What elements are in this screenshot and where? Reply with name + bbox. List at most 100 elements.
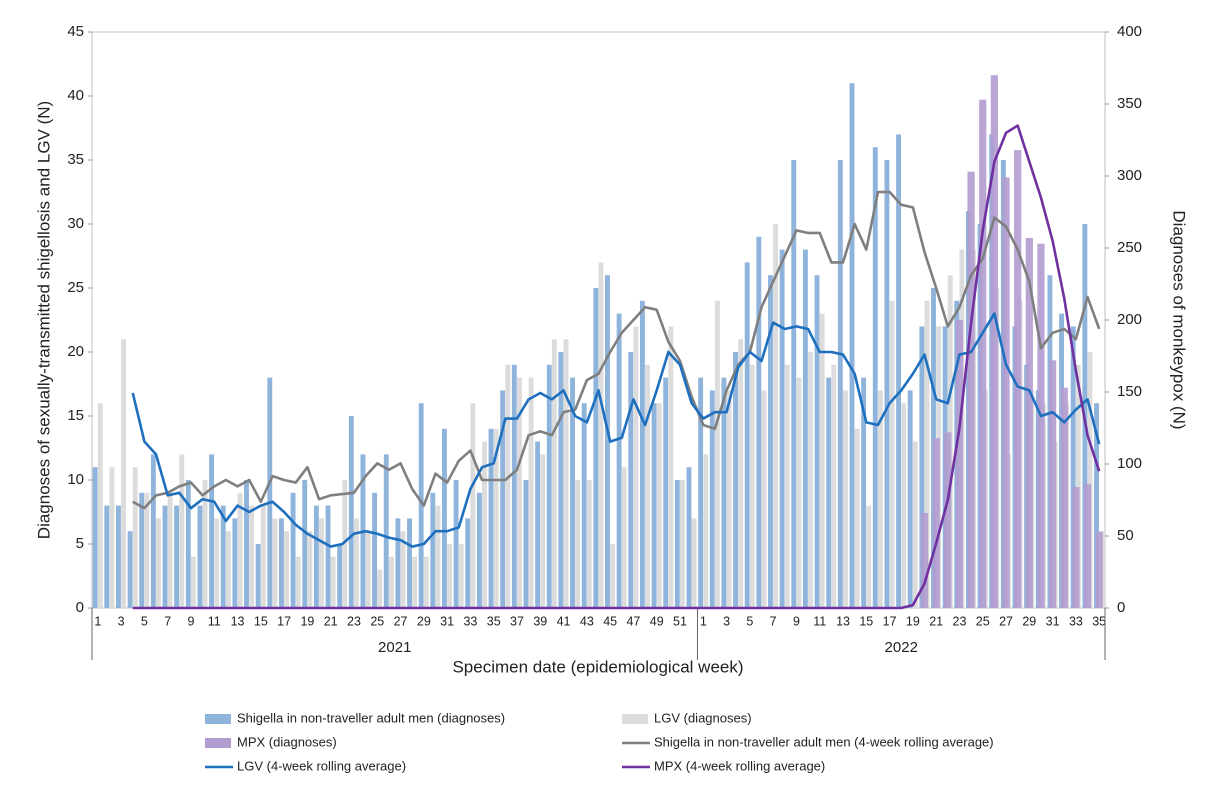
x-group-label: 2021	[378, 639, 411, 656]
bar	[1087, 352, 1093, 608]
x-tick-label: 5	[141, 614, 148, 628]
x-tick-label: 7	[770, 614, 777, 628]
x-tick-label: 37	[510, 614, 524, 628]
bar	[528, 377, 534, 608]
bar	[779, 249, 785, 608]
x-tick-label: 31	[1046, 614, 1060, 628]
bar	[756, 236, 762, 609]
y2-tick-label: 200	[1117, 311, 1142, 328]
line	[132, 124, 1101, 610]
x-tick-label: 43	[580, 614, 594, 628]
line	[131, 312, 1101, 548]
bar	[837, 160, 843, 608]
x-tick-label: 35	[487, 614, 501, 628]
bar	[955, 320, 964, 608]
bar	[278, 518, 284, 608]
y-tick-label: 40	[67, 87, 84, 104]
legend-label: Shigella in non-traveller adult men (4-w…	[654, 734, 994, 749]
bar	[1048, 360, 1057, 608]
bar	[896, 134, 902, 608]
y2-tick-label: 350	[1117, 95, 1142, 112]
bar	[645, 364, 650, 608]
bar	[377, 569, 383, 608]
x-tick-label: 11	[813, 614, 826, 628]
y-tick-label: 45	[67, 23, 84, 40]
bar	[470, 403, 476, 608]
x-tick-label: 17	[883, 614, 897, 628]
bar	[558, 352, 564, 608]
bar	[127, 531, 133, 608]
bar	[1095, 531, 1103, 608]
y2-axis-title: Diagnoses of monkeypox (N)	[1170, 210, 1189, 429]
legend-swatch	[205, 738, 231, 748]
bar	[698, 377, 704, 608]
bar	[924, 300, 930, 608]
x-tick-label: 27	[394, 614, 408, 628]
bar	[628, 352, 634, 608]
bar	[372, 492, 378, 608]
bar	[651, 403, 657, 608]
bar	[843, 390, 848, 608]
bar	[686, 467, 692, 608]
bar	[482, 441, 487, 608]
x-tick-label: 21	[929, 614, 943, 628]
bar	[190, 556, 196, 608]
bar	[663, 377, 669, 608]
bar	[1060, 387, 1068, 608]
bar	[174, 505, 180, 608]
x-tick-label: 51	[673, 614, 687, 628]
bar	[220, 505, 226, 608]
bar	[1094, 403, 1099, 608]
bar	[749, 364, 755, 608]
bar	[932, 438, 940, 608]
bar	[761, 390, 767, 608]
y-tick-label: 10	[67, 471, 84, 488]
bar	[535, 441, 541, 608]
bar	[156, 518, 161, 608]
bar	[302, 480, 308, 608]
bar	[919, 326, 925, 608]
x-tick-label: 25	[370, 614, 384, 628]
y-tick-label: 35	[67, 151, 84, 168]
x-tick-label: 1	[94, 614, 101, 628]
bar	[944, 432, 952, 608]
bar	[232, 518, 238, 608]
bar	[831, 364, 837, 608]
bar	[139, 492, 145, 608]
y-tick-label: 5	[76, 535, 84, 552]
x-tick-label: 45	[603, 614, 617, 628]
bar	[540, 454, 546, 608]
x-tick-label: 3	[118, 614, 125, 628]
bar	[1037, 243, 1045, 608]
bar	[621, 467, 627, 608]
bar	[109, 467, 115, 608]
bar	[726, 390, 732, 608]
bar	[365, 531, 371, 608]
x-tick-label: 5	[746, 614, 753, 628]
bar	[563, 339, 569, 608]
x-tick-label: 29	[1022, 614, 1036, 628]
bar	[342, 480, 348, 608]
legend-label: Shigella in non-traveller adult men (dia…	[237, 710, 505, 725]
bar	[1075, 364, 1081, 608]
bar	[616, 313, 622, 608]
legend-swatch	[205, 714, 231, 724]
bar	[121, 339, 126, 608]
bar	[97, 403, 103, 608]
bar	[884, 160, 890, 608]
bar	[714, 300, 720, 608]
y-tick-label: 0	[76, 599, 84, 616]
bar	[721, 377, 727, 608]
bar	[668, 326, 674, 608]
bar	[104, 505, 110, 608]
bar	[703, 454, 709, 608]
bar	[523, 480, 529, 608]
bar	[784, 364, 790, 608]
bar	[313, 505, 319, 608]
x-tick-label: 39	[533, 614, 547, 628]
bar	[920, 512, 929, 608]
y-tick-label: 15	[67, 407, 84, 424]
bar	[849, 83, 855, 608]
bar	[1083, 484, 1092, 608]
bar	[179, 454, 185, 608]
